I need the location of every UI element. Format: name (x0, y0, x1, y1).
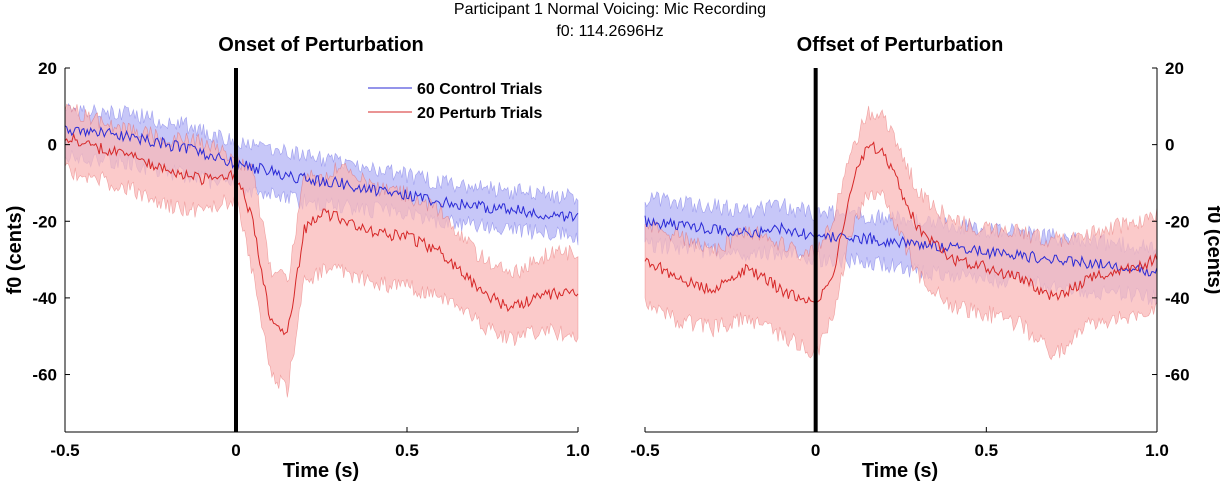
onset-ytick-label: -40 (32, 289, 57, 308)
offset-lines (644, 141, 1158, 307)
onset-bands (64, 103, 579, 398)
offset-ytick-label: -60 (1165, 366, 1190, 385)
onset-control-line (64, 125, 579, 222)
onset-ticks: -0.5 0 0.5 1.0 20 0 -20 -40 -60 (32, 59, 589, 460)
offset-ytick-label: 20 (1165, 59, 1184, 78)
onset-ytick-label: 0 (48, 136, 57, 155)
onset-xtick-label: 1.0 (566, 441, 590, 460)
offset-ylabel: f0 (cents) (1203, 206, 1220, 295)
figure-suptitle-line1: Participant 1 Normal Voicing: Mic Record… (454, 1, 766, 18)
onset-perturb-band (64, 103, 579, 398)
onset-ylabel: f0 (cents) (4, 206, 26, 295)
figure-suptitle-line2: f0: 114.2696Hz (556, 23, 663, 40)
onset-lines (64, 125, 579, 336)
offset-perturb-line (644, 141, 1158, 307)
offset-ytick-label: -20 (1165, 212, 1190, 231)
offset-panel-title: Offset of Perturbation (797, 34, 1004, 56)
onset-perturb-line (64, 132, 579, 336)
offset-axes (645, 68, 1158, 433)
offset-xtick-label: -0.5 (630, 441, 659, 460)
onset-xlabel: Time (s) (283, 460, 359, 482)
onset-axes (64, 68, 578, 433)
onset-xtick-label: 0.5 (395, 441, 419, 460)
onset-panel: Onset of Perturbation -0.5 0 0.5 1.0200-20-… (4, 34, 590, 482)
offset-ticks: -0.5 0 0.5 1.0 20 0 -20 -40 -60 (630, 59, 1189, 460)
onset-ytick-label: 20 (38, 59, 57, 78)
onset-panel-title: Onset of Perturbation (218, 34, 424, 56)
onset-xtick-label: 0 (231, 441, 240, 460)
offset-xtick-label: 0 (811, 441, 820, 460)
offset-ytick-label: 0 (1165, 136, 1174, 155)
offset-xtick-label: 1.0 (1145, 441, 1169, 460)
offset-xtick-label: 0.5 (975, 441, 999, 460)
legend: 60 Control Trials 20 Perturb Trials (368, 81, 542, 122)
offset-xlabel: Time (s) (862, 460, 938, 482)
onset-ytick-label: -20 (32, 212, 57, 231)
onset-ytick-label: -60 (32, 366, 57, 385)
legend-control-label: 60 Control Trials (417, 81, 542, 98)
onset-xtick-label: -0.5 (50, 441, 79, 460)
offset-control-line (644, 215, 1158, 277)
legend-perturb-label: 20 Perturb Trials (417, 105, 542, 122)
offset-ytick-label: -40 (1165, 289, 1190, 308)
offset-panel: Offset of Perturbation -0.5 0 0.5 1.0 20 0 -20… (630, 34, 1220, 482)
